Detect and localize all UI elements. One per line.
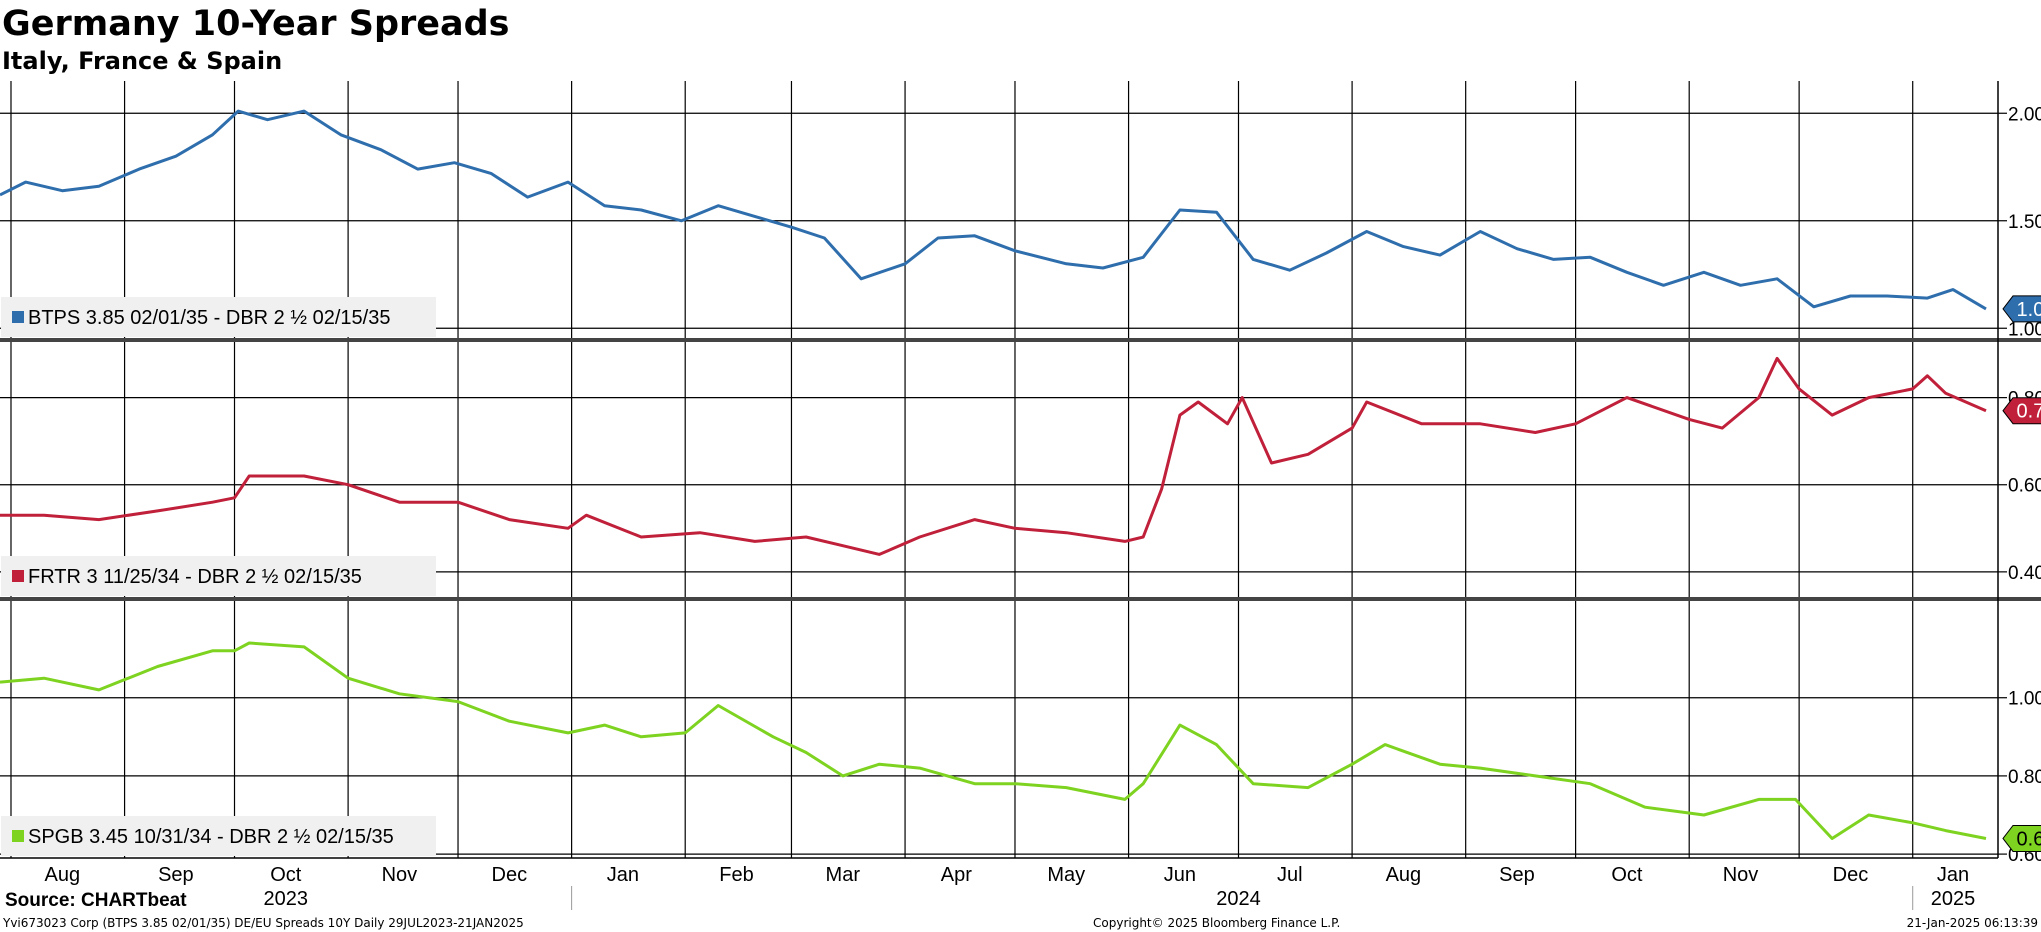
x-tick-label: Oct <box>1611 864 1643 886</box>
series-line-spain <box>0 641 1987 840</box>
y-tick-label: 1.50 <box>2008 212 2041 233</box>
x-tick-label: Jun <box>1164 864 1196 886</box>
y-tick-label: 2.00 <box>2008 104 2041 125</box>
chart-subtitle: Italy, France & Spain <box>2 47 283 75</box>
series-lines <box>0 109 1987 840</box>
x-tick-label: Jan <box>607 864 639 886</box>
x-tick-label: Aug <box>44 864 80 886</box>
y-tick-label: 0.40 <box>2008 563 2041 584</box>
x-tick-label: Feb <box>719 864 753 886</box>
x-tick-label: Mar <box>826 864 861 886</box>
last-value-labels: 1.09 0.77 0.64 <box>2002 295 2041 852</box>
chart-title: Germany 10-Year Spreads <box>2 4 510 44</box>
x-tick-label: Oct <box>270 864 302 886</box>
x-tick-label: Aug <box>1386 864 1422 886</box>
y-tick-label: 0.60 <box>2008 476 2041 497</box>
last-value-text: 1.09 <box>2017 299 2041 321</box>
y-tick-label: 1.00 <box>2008 689 2041 710</box>
legend-label: BTPS 3.85 02/01/35 - DBR 2 ½ 02/15/35 <box>28 307 390 329</box>
last-value-text: 0.64 <box>2017 828 2041 850</box>
x-tick-label: Dec <box>492 864 528 886</box>
x-tick-label: Jul <box>1277 864 1303 886</box>
x-tick-label: Nov <box>382 864 418 886</box>
legend-label: FRTR 3 11/25/34 - DBR 2 ½ 02/15/35 <box>28 566 362 588</box>
axes: 1.001.502.00Italy0.400.600.80France0.600… <box>0 81 2041 910</box>
y-tick-label: 1.00 <box>2008 319 2041 340</box>
x-tick-label: Jan <box>1937 864 1969 886</box>
y-tick-label: 0.80 <box>2008 767 2041 788</box>
legends: BTPS 3.85 02/01/35 - DBR 2 ½ 02/15/35 FRT… <box>1 297 436 856</box>
last-value-text: 0.77 <box>2017 401 2041 423</box>
legend-swatch <box>12 311 24 323</box>
legend-label: SPGB 3.45 10/31/34 - DBR 2 ½ 02/15/35 <box>28 826 394 848</box>
legend-swatch <box>12 830 24 842</box>
legend-swatch <box>12 570 24 582</box>
x-tick-label: Apr <box>941 864 972 886</box>
series-line-italy <box>0 109 1987 311</box>
footer-timestamp: 21-Jan-2025 06:13:39 <box>1906 916 2038 930</box>
year-label: 2024 <box>1216 888 1261 910</box>
year-label: 2025 <box>1931 888 1976 910</box>
last-value-tag <box>2002 295 2041 323</box>
last-value-tag <box>2002 824 2041 852</box>
legend-box <box>1 816 436 856</box>
x-tick-label: Sep <box>158 864 194 886</box>
source-note: Source: CHARTbeat <box>5 890 187 911</box>
footer-left: Yvi673023 Corp (BTPS 3.85 02/01/35) DE/E… <box>3 916 524 930</box>
last-value-tag <box>2002 397 2041 425</box>
footer-copyright: Copyright© 2025 Bloomberg Finance L.P. <box>1093 916 1341 930</box>
legend-box <box>1 556 436 596</box>
year-label: 2023 <box>264 888 309 910</box>
x-tick-label: May <box>1047 864 1085 886</box>
x-tick-label: Sep <box>1499 864 1535 886</box>
grid-lines <box>0 81 1998 858</box>
x-tick-label: Nov <box>1723 864 1759 886</box>
legend-box <box>1 297 436 337</box>
x-tick-label: Dec <box>1833 864 1869 886</box>
series-line-france <box>0 356 1987 556</box>
